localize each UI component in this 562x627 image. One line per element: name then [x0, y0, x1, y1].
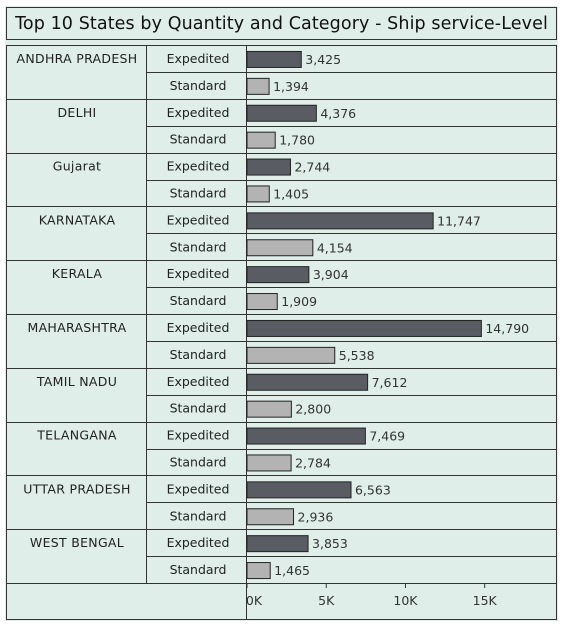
bar-expedited [246, 535, 309, 553]
bar-standard [246, 454, 292, 472]
bar-expedited [246, 373, 369, 391]
value-label: 1,780 [279, 133, 315, 148]
subcategory-label: Standard [170, 132, 227, 147]
bar-expedited [246, 427, 366, 445]
bar-expedited [246, 104, 317, 122]
value-label: 4,376 [320, 106, 356, 121]
subcategory-label: Standard [170, 455, 227, 470]
subcategory-label: Expedited [167, 105, 230, 120]
x-tick-label: 15K [473, 593, 498, 608]
subcategory-label: Expedited [167, 374, 230, 389]
value-label: 1,465 [274, 563, 310, 578]
state-label: KARNATAKA [39, 212, 116, 227]
subcategory-label: Expedited [167, 481, 230, 496]
value-label: 7,612 [372, 375, 408, 390]
bar-standard [246, 346, 336, 364]
bar-expedited [246, 158, 291, 176]
value-label: 2,784 [295, 456, 331, 471]
subcategory-label: Standard [170, 293, 227, 308]
subcategory-label: Standard [170, 401, 227, 416]
bar-standard [246, 508, 295, 526]
bar-standard [246, 562, 271, 580]
chart-title-box: Top 10 States by Quantity and Category -… [6, 7, 557, 40]
bar-standard [246, 131, 276, 149]
bar-expedited [246, 266, 310, 284]
subcategory-label: Expedited [167, 535, 230, 550]
value-label: 5,538 [339, 348, 375, 363]
value-label: 14,790 [485, 321, 529, 336]
value-label: 1,405 [273, 187, 309, 202]
subcategory-label: Expedited [167, 212, 230, 227]
state-label: UTTAR PRADESH [23, 481, 130, 496]
table-outline [6, 45, 557, 620]
value-label: 1,909 [281, 294, 317, 309]
subcategory-label: Standard [170, 508, 227, 523]
subcategory-label: Standard [170, 186, 227, 201]
chart-title: Top 10 States by Quantity and Category -… [15, 13, 548, 34]
value-label: 7,469 [369, 429, 405, 444]
value-label: 2,936 [298, 509, 334, 524]
bar-expedited [246, 50, 302, 68]
subcategory-label: Standard [170, 347, 227, 362]
subcategory-label: Expedited [167, 266, 230, 281]
bar-standard [246, 77, 270, 95]
subcategory-label: Expedited [167, 51, 230, 66]
subcategory-label: Standard [170, 239, 227, 254]
x-tick-label: 0K [246, 593, 263, 608]
value-label: 1,394 [273, 79, 309, 94]
state-label: WEST BENGAL [30, 535, 124, 550]
subcategory-label: Expedited [167, 320, 230, 335]
bar-standard [246, 185, 270, 203]
bar-standard [246, 293, 278, 311]
value-label: 2,744 [294, 160, 330, 175]
x-tick-label: 10K [393, 593, 418, 608]
state-label: KERALA [52, 266, 103, 281]
state-label: MAHARASHTRA [27, 320, 126, 335]
state-label: TAMIL NADU [36, 374, 117, 389]
subcategory-label: Standard [170, 562, 227, 577]
value-label: 3,853 [312, 536, 348, 551]
bar-expedited [246, 212, 434, 230]
value-label: 3,904 [313, 267, 349, 282]
subcategory-label: Expedited [167, 428, 230, 443]
value-label: 2,800 [295, 402, 331, 417]
subcategory-label: Standard [170, 78, 227, 93]
bar-expedited [246, 319, 482, 337]
state-label: ANDHRA PRADESH [17, 51, 138, 66]
bar-standard [246, 239, 314, 257]
subcategory-label: Expedited [167, 159, 230, 174]
value-label: 11,747 [437, 213, 481, 228]
bar-standard [246, 400, 292, 418]
state-label: DELHI [57, 105, 96, 120]
value-label: 4,154 [317, 240, 353, 255]
bar-expedited [246, 481, 352, 499]
value-label: 6,563 [355, 482, 391, 497]
state-label: Gujarat [53, 159, 102, 174]
value-label: 3,425 [305, 52, 341, 67]
x-tick-label: 5K [318, 593, 335, 608]
state-label: TELANGANA [36, 428, 117, 443]
